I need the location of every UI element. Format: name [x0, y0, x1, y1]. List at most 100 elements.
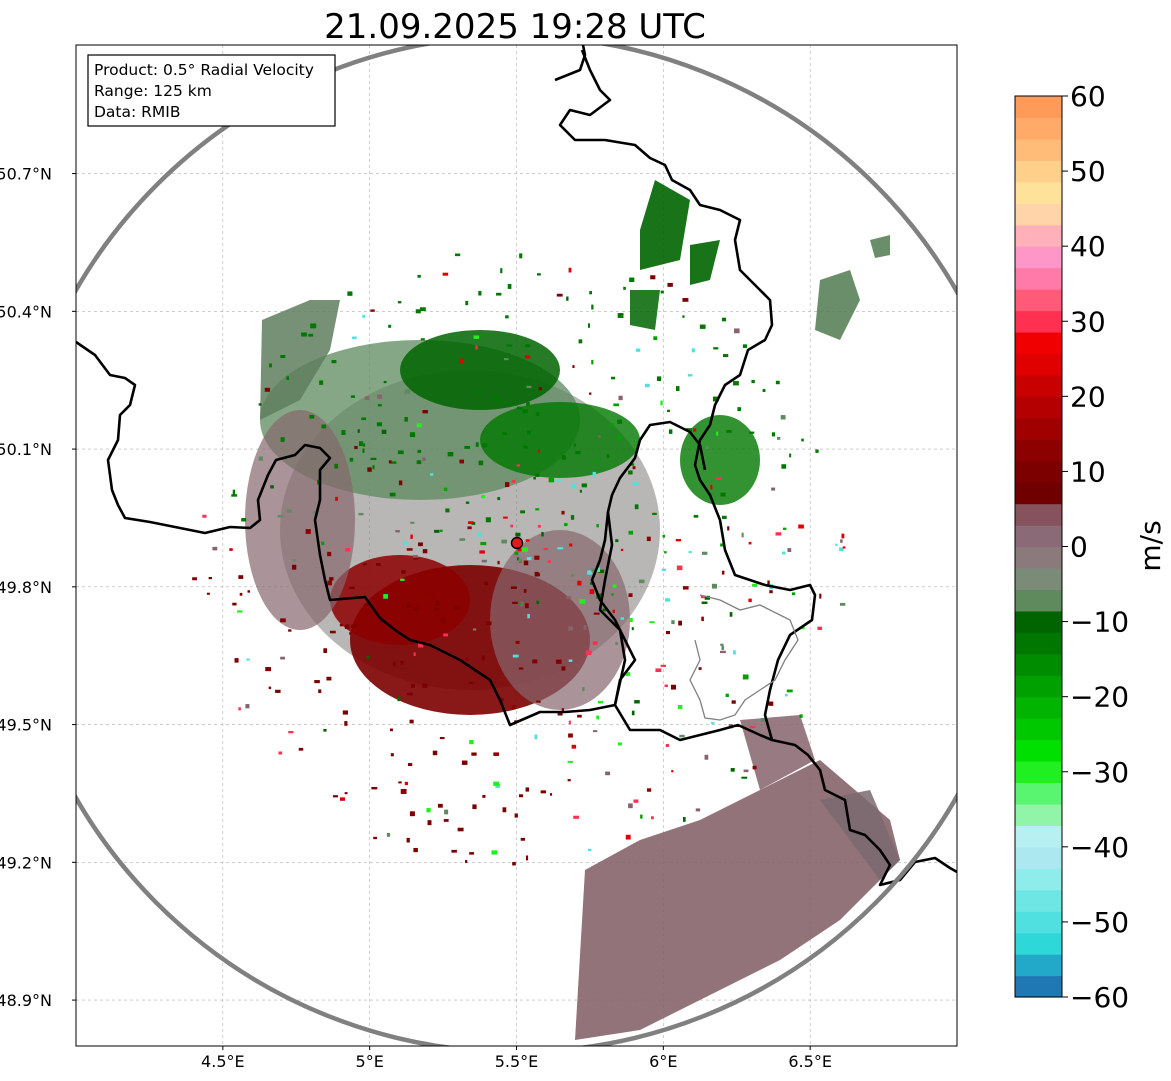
echo-speckle [312, 511, 318, 514]
echo-speckle [366, 655, 370, 659]
colorbar-segment [1015, 954, 1062, 977]
echo-speckle [288, 629, 292, 632]
echo-speckle [502, 432, 507, 435]
y-tick-label: 50.4°N [0, 302, 52, 321]
echo-speckle [611, 593, 614, 596]
echo-speckle [782, 551, 786, 555]
echo-speckle [278, 751, 283, 755]
belgium-border [76, 340, 707, 727]
echo-speckle [413, 607, 419, 611]
x-tick-label: 5°E [356, 1052, 384, 1071]
echo-speckle [258, 403, 262, 406]
echo-speckle [478, 460, 484, 466]
echo-speckle [678, 704, 683, 709]
echo-speckle [410, 534, 413, 539]
echo-speckle [407, 763, 413, 766]
echo-speckle [418, 542, 423, 547]
echo-speckle [667, 409, 670, 413]
echo-speckle [688, 551, 692, 554]
echo-speckle [354, 445, 358, 450]
echo-speckle [280, 437, 285, 442]
echo-speckle [444, 809, 449, 815]
echo-speckle [234, 658, 239, 663]
echo-speckle [701, 551, 708, 555]
echo-speckle [566, 296, 569, 301]
echo-speckle [671, 620, 675, 625]
echo-speckle [782, 527, 787, 530]
echo-speckle [561, 455, 566, 460]
echo-speckle [326, 676, 332, 681]
echo-speckle [572, 365, 575, 369]
echo-speckle [536, 700, 541, 703]
x-axis-ticks: 4.5°E 5°E 5.5°E 6°E 6.5°E [201, 1046, 832, 1071]
echo-speckle [422, 549, 428, 554]
echo-speckle [743, 769, 749, 773]
echo-speckle [288, 730, 294, 734]
echo-speckle [358, 441, 364, 447]
echo-speckle [499, 698, 504, 702]
echo-speckle [629, 618, 633, 623]
colorbar-segment [1015, 739, 1062, 762]
echo-speckle [579, 599, 586, 604]
echo-speckle [486, 621, 492, 626]
echo-speckle [737, 407, 741, 412]
echo-speckle [575, 451, 581, 455]
echo-speckle [840, 539, 843, 543]
echo-speckle [730, 768, 735, 772]
echo-speckle [731, 700, 736, 704]
echo-speckle [591, 359, 594, 365]
echo-speckle [704, 754, 709, 760]
echo-speckle [376, 562, 381, 566]
echo-speckle [308, 333, 314, 337]
echo-speckle [561, 666, 566, 671]
echo-speckle [596, 715, 600, 720]
y-tick-label: 50.1°N [0, 440, 52, 459]
echo-speckle [238, 707, 241, 711]
echo-speckle [537, 524, 541, 528]
echo-speckle [503, 358, 509, 361]
echo-speckle [712, 396, 719, 402]
echo-speckle [496, 292, 502, 296]
echo-speckle [720, 543, 723, 547]
echo-speckle [358, 512, 364, 516]
echo-speckle [682, 817, 686, 822]
echo-speckle [344, 721, 348, 726]
echo-speckle [518, 602, 522, 606]
echo-speckle [323, 729, 327, 732]
echo-speckle [741, 532, 744, 538]
echo-speckle [511, 479, 516, 483]
echo-speckle [280, 354, 286, 359]
echo-speckle [767, 580, 770, 586]
echo-speckle [517, 406, 523, 410]
echo-speckle [469, 739, 474, 745]
echo-speckle [716, 431, 719, 436]
echo-speckle [698, 667, 702, 670]
echo-speckle [665, 743, 669, 747]
colorbar-label: m/s [1134, 520, 1167, 571]
echo-speckle [523, 589, 527, 593]
echo-speckle [660, 400, 663, 406]
echo-speckle [571, 574, 575, 577]
echo-speckle [370, 309, 375, 312]
echo-speckle [535, 508, 540, 511]
colorbar-segment [1015, 203, 1062, 226]
echo-north-green [480, 402, 640, 478]
echo-northwest-streak [260, 300, 340, 420]
echo-speckle [527, 430, 531, 435]
echo-speckle [634, 700, 640, 704]
echo-speckle [397, 696, 401, 702]
echo-speckle [678, 620, 683, 626]
echo-speckle [208, 576, 212, 580]
echo-speckle [628, 593, 633, 598]
echo-speckle [406, 548, 413, 551]
colorbar-segment [1015, 975, 1062, 998]
echo-speckle [501, 539, 508, 544]
echo-speckle [711, 722, 715, 725]
echo-speckle [628, 803, 633, 809]
echo-speckle [617, 313, 624, 318]
echo-speckle [467, 526, 472, 530]
echo-speckle [409, 432, 416, 438]
echo-speckle [676, 565, 683, 571]
echo-speckle [350, 395, 355, 398]
